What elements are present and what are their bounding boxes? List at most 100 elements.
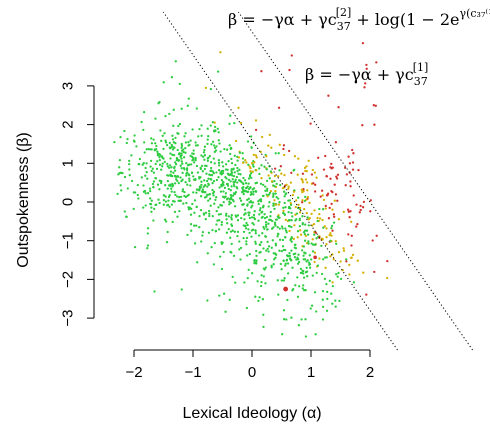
data-point xyxy=(220,185,222,187)
data-point xyxy=(230,251,232,253)
data-point xyxy=(347,156,349,158)
data-point xyxy=(332,166,334,168)
data-point xyxy=(260,164,262,166)
y-tick-label: 2 xyxy=(60,120,77,128)
data-point xyxy=(331,303,333,305)
data-point xyxy=(362,272,364,274)
data-point xyxy=(245,187,247,189)
data-point xyxy=(185,141,187,143)
data-point xyxy=(290,219,292,221)
data-point xyxy=(284,202,286,204)
boundary-label-1: β = −γα + γc37[1] xyxy=(305,61,428,88)
data-point xyxy=(172,200,174,202)
data-point xyxy=(270,170,272,172)
data-point xyxy=(348,211,350,213)
data-point xyxy=(208,210,210,212)
data-point xyxy=(255,154,257,156)
data-point xyxy=(147,244,149,246)
data-point xyxy=(200,209,202,211)
data-point xyxy=(270,211,272,213)
data-point xyxy=(183,151,185,153)
data-point xyxy=(172,125,174,127)
data-point xyxy=(250,235,252,237)
data-point xyxy=(275,192,277,194)
data-point xyxy=(328,217,330,219)
data-point xyxy=(133,208,135,210)
data-point xyxy=(124,176,126,178)
data-point xyxy=(326,298,328,300)
data-point xyxy=(345,258,347,260)
data-point xyxy=(275,152,277,154)
data-point xyxy=(260,241,262,243)
data-point xyxy=(128,160,130,162)
data-point xyxy=(150,137,152,139)
data-point xyxy=(151,170,153,172)
y-tick-label: −1 xyxy=(60,232,77,249)
data-point xyxy=(303,208,305,210)
y-axis-title: Outspokenness (β) xyxy=(15,132,32,267)
data-point xyxy=(252,229,254,231)
data-point xyxy=(372,239,374,241)
data-point xyxy=(363,201,365,203)
data-point xyxy=(376,235,378,237)
data-point xyxy=(177,149,179,151)
data-point xyxy=(313,223,315,225)
data-point xyxy=(234,164,236,166)
data-point xyxy=(325,283,327,285)
data-point xyxy=(142,164,144,166)
data-point xyxy=(124,210,126,212)
data-point xyxy=(297,230,299,232)
data-point xyxy=(153,180,155,182)
data-point xyxy=(221,224,223,226)
data-point xyxy=(216,210,218,212)
data-point xyxy=(156,151,158,153)
data-point xyxy=(214,242,216,244)
data-point xyxy=(314,291,316,293)
data-point xyxy=(308,262,310,264)
data-point xyxy=(260,274,262,276)
data-point xyxy=(171,76,173,78)
data-point xyxy=(308,264,310,266)
data-point xyxy=(234,231,236,233)
data-point xyxy=(283,195,285,197)
data-point xyxy=(339,260,341,262)
data-point xyxy=(273,199,275,201)
data-point xyxy=(222,170,224,172)
data-point xyxy=(287,272,289,274)
data-point xyxy=(274,221,276,223)
data-point xyxy=(243,231,245,233)
data-point xyxy=(218,213,220,215)
data-point xyxy=(123,130,125,132)
data-point xyxy=(196,261,198,263)
data-point xyxy=(236,170,238,172)
data-point xyxy=(239,197,241,199)
data-point xyxy=(259,209,261,211)
data-point xyxy=(143,191,145,193)
data-point xyxy=(272,203,274,205)
data-point xyxy=(278,250,280,252)
data-point xyxy=(375,61,377,63)
data-point xyxy=(235,216,237,218)
data-point xyxy=(261,232,263,234)
data-point xyxy=(274,224,276,226)
data-point xyxy=(164,219,166,221)
data-point xyxy=(210,167,212,169)
data-point xyxy=(278,201,280,203)
data-point xyxy=(314,243,316,245)
data-point xyxy=(321,219,323,221)
data-point xyxy=(193,149,195,151)
data-point xyxy=(242,162,244,164)
data-point xyxy=(245,227,247,229)
data-point xyxy=(329,255,331,257)
data-point xyxy=(297,236,299,238)
data-point xyxy=(241,187,243,189)
data-point xyxy=(283,309,285,311)
data-point xyxy=(343,250,345,252)
data-point xyxy=(258,296,260,298)
data-point xyxy=(349,162,351,164)
data-point xyxy=(233,255,235,257)
data-point xyxy=(375,105,377,107)
x-tick-label: −2 xyxy=(125,364,142,381)
data-point xyxy=(215,223,217,225)
